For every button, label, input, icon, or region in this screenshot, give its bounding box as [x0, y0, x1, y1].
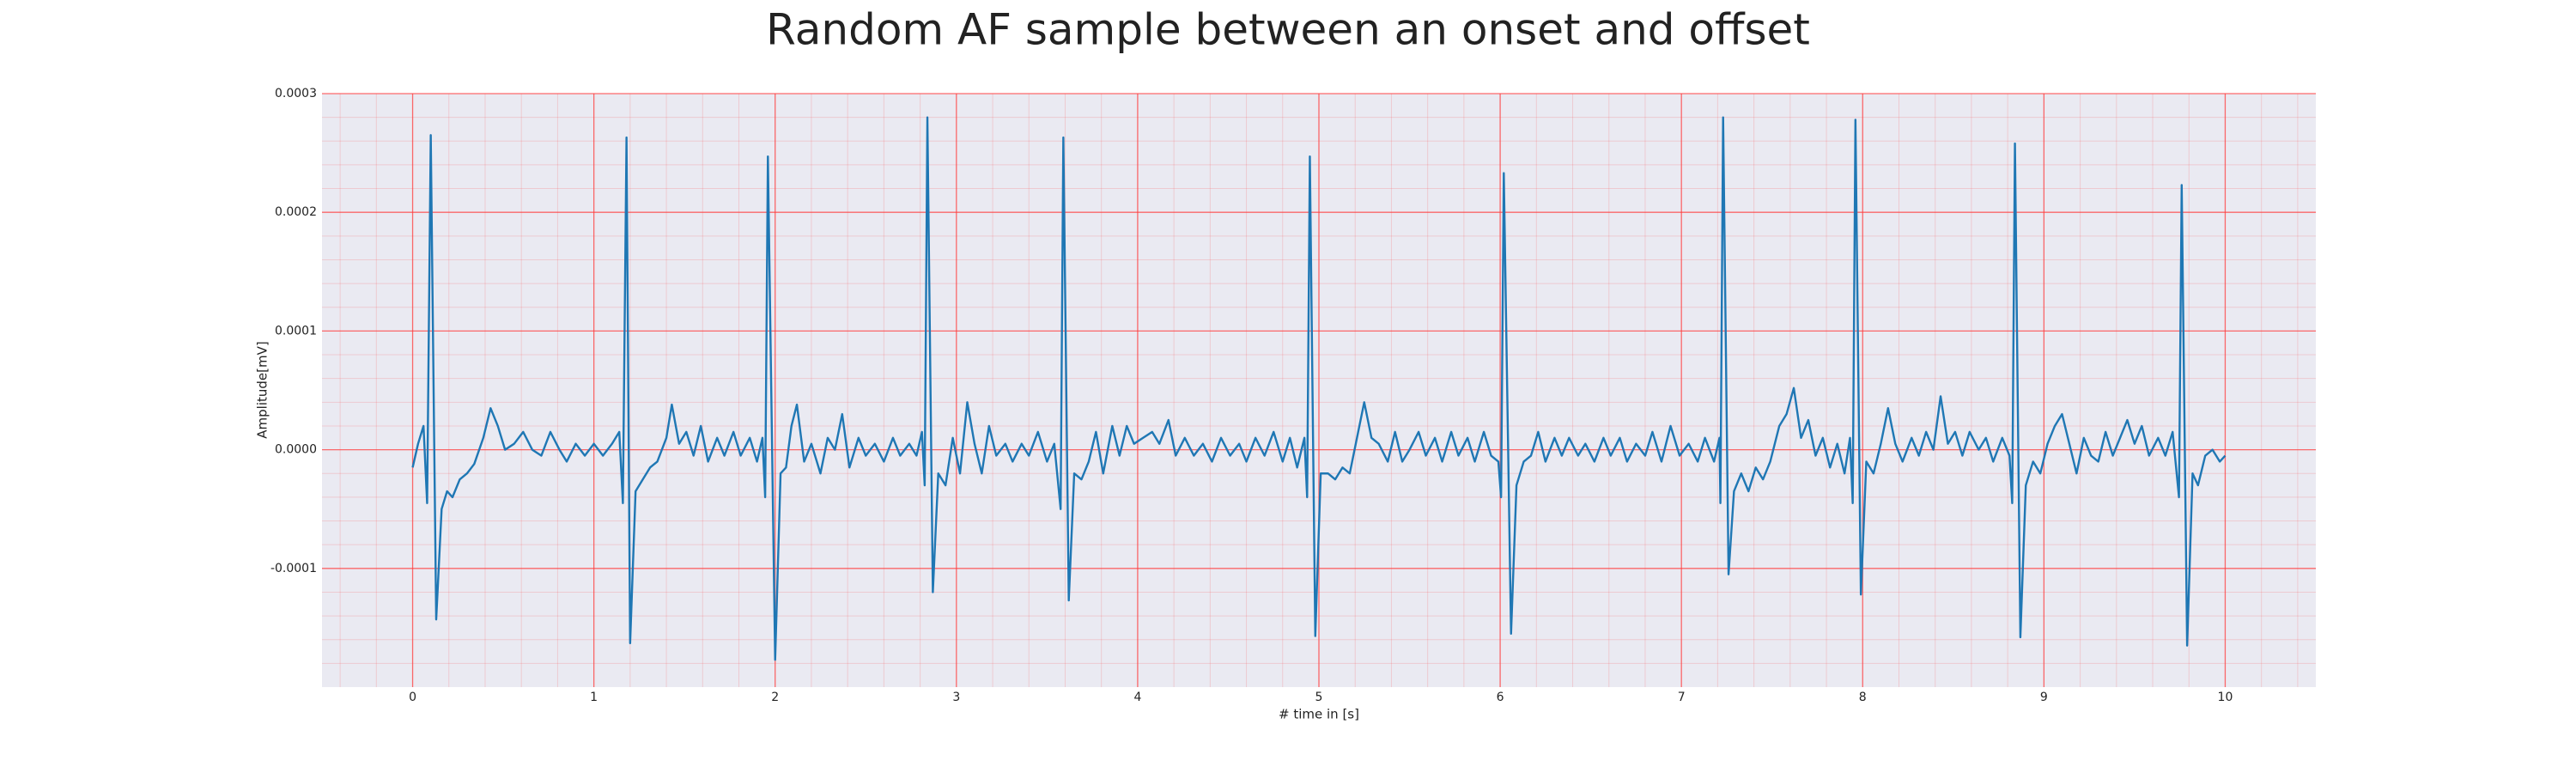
x-tick-label: 9 — [2040, 691, 2048, 704]
x-tick-label: 3 — [952, 691, 960, 704]
x-axis-label: # time in [s] — [1279, 707, 1359, 722]
x-tick-label: 0 — [409, 691, 416, 704]
x-tick-label: 4 — [1133, 691, 1141, 704]
x-tick-label: 1 — [590, 691, 598, 704]
signal-line — [411, 116, 2227, 661]
y-axis-label: Amplitude[mV] — [255, 341, 270, 438]
x-tick-label: 8 — [1859, 691, 1867, 704]
x-tick-label: 7 — [1678, 691, 1686, 704]
chart-title: Random AF sample between an onset and of… — [766, 5, 1810, 55]
y-tick-label: 0.0001 — [275, 324, 317, 338]
y-tick-label: -0.0001 — [270, 562, 317, 575]
y-tick-label: 0.0002 — [275, 205, 317, 219]
y-tick-label: 0.0000 — [275, 443, 317, 457]
x-tick-label: 2 — [771, 691, 779, 704]
y-tick-label: 0.0003 — [275, 87, 317, 100]
x-tick-label: 6 — [1497, 691, 1504, 704]
x-tick-label: 5 — [1315, 691, 1323, 704]
x-tick-label: 10 — [2218, 691, 2233, 704]
